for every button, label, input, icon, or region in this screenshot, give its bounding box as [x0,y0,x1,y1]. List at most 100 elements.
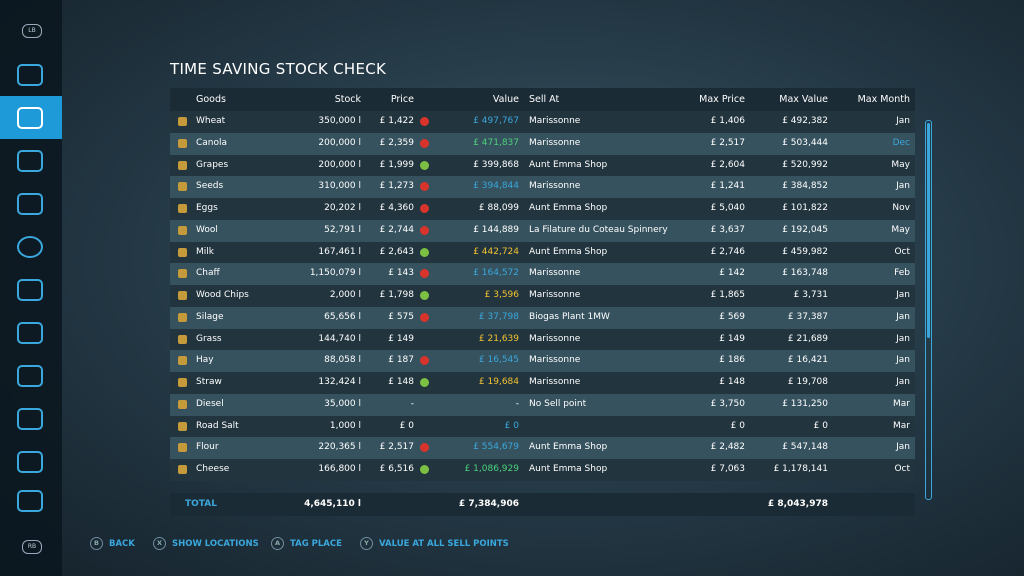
goods-icon [178,312,187,322]
goods-icon [178,465,187,474]
max-value: £ 384,852 [782,181,828,192]
goods: Hay [196,355,214,366]
trend-icon [420,269,429,279]
max-value: £ 547,148 [782,442,828,453]
price: £ 6,516 [379,464,414,474]
price: £ 575 [388,311,414,322]
column-header: Max Value [779,94,828,105]
column-header: Max Month [857,94,910,105]
price: £ 148 [388,377,414,387]
value: £ 19,684 [478,377,519,387]
trend-icon [420,117,429,126]
prices-tab[interactable] [17,107,43,129]
max-price: £ 3,637 [710,224,745,235]
production-tab[interactable] [17,365,43,387]
contracts-tab[interactable] [17,322,43,344]
max-value: £ 19,708 [787,377,828,387]
column-header: Sell At [529,94,560,105]
sell-at: Marissonne [529,116,581,126]
goods: Silage [196,311,224,322]
settings-tab[interactable] [17,490,43,512]
animals-tab[interactable] [17,279,43,301]
max-month: Mar [893,398,910,409]
total-label: TOTAL [185,499,217,509]
max-price: £ 2,746 [710,246,745,257]
sell-at: Marissonne [529,290,581,300]
button-glyph: B [90,537,103,550]
active-tab[interactable] [0,96,62,139]
sell-at: Marissonne [529,377,581,387]
total-max-value: £ 8,043,978 [767,499,828,509]
goods-icon [178,204,187,213]
footer-action[interactable]: Y VALUE AT ALL SELL POINTS [360,537,509,550]
stock: 88,058 l [324,355,361,366]
goods-icon [178,334,187,344]
trend-icon [420,291,429,300]
stock: 200,000 l [318,137,361,148]
stats-tab[interactable] [17,150,43,172]
value: £ 37,798 [478,311,519,322]
stock: 65,656 l [324,311,361,322]
goods: Grapes [196,159,229,170]
stock: 167,461 l [318,246,361,257]
value: £ 394,844 [473,181,519,192]
max-month: Jan [896,290,910,300]
table-row: Diesel 35,000 l - - No Sell point £ 3,750 £ 13… [170,393,915,416]
max-value: £ 520,992 [782,159,828,170]
max-value: £ 459,982 [782,246,828,257]
max-price: £ 1,241 [710,181,745,192]
goods-icon [178,117,187,126]
max-value: £ 0 [813,420,828,431]
sell-at: Marissonne [529,333,581,344]
price: £ 1,999 [379,159,414,170]
finance-tab[interactable] [17,236,43,258]
max-price: £ 569 [719,311,745,322]
column-header: Stock [334,94,361,105]
vehicles-tab[interactable] [17,193,43,215]
action-label: SHOW LOCATIONS [172,539,259,549]
footer-action[interactable]: B BACK [90,537,135,550]
trend-icon [420,443,429,453]
max-value: £ 3,731 [793,290,828,300]
max-price: £ 0 [730,420,745,431]
rb-button[interactable]: RB [22,540,42,554]
column-header: Price [390,94,414,105]
goods: Straw [196,377,222,387]
footer-action[interactable]: X SHOW LOCATIONS [153,537,259,550]
max-month: Mar [893,420,910,431]
trend-icon [420,378,429,387]
price: £ 1,422 [379,116,414,126]
max-price: £ 2,517 [710,137,745,148]
stock-table: Goods Stock Price Value Sell At Max Price Max … [170,88,915,491]
value: £ 3,596 [484,290,519,300]
trend-icon [420,138,429,148]
value: - [515,398,519,409]
table-row: Road Salt 1,000 l £ 0 £ 0 £ 0 £ 0 Mar [170,415,915,438]
help-tab[interactable] [17,451,43,473]
weather-tab[interactable] [17,64,43,86]
footer-action[interactable]: A TAG PLACE [271,537,342,550]
goods: Wool [196,224,218,235]
max-value: £ 1,178,141 [773,464,828,474]
scrollbar[interactable] [925,120,932,500]
goods: Wheat [196,116,226,126]
stock: 35,000 l [324,398,361,409]
sidebar: LB RB [0,0,62,576]
lb-button[interactable]: LB [22,24,42,38]
max-value: £ 37,387 [787,311,828,322]
value: £ 144,889 [473,224,519,235]
price: £ 1,273 [379,181,414,192]
column-header: Value [492,94,519,105]
action-label: VALUE AT ALL SELL POINTS [379,539,509,549]
buildings-tab[interactable] [17,408,43,430]
value: £ 471,837 [473,137,519,148]
sell-at: La Filature du Coteau Spinnery [529,224,668,235]
max-month: Jan [896,181,910,192]
stock: 20,202 l [324,203,361,213]
max-price: £ 1,865 [710,290,745,300]
goods-icon [178,160,187,170]
max-value: £ 492,382 [782,116,828,126]
max-month: Oct [894,246,910,257]
scroll-thumb[interactable] [927,123,930,338]
